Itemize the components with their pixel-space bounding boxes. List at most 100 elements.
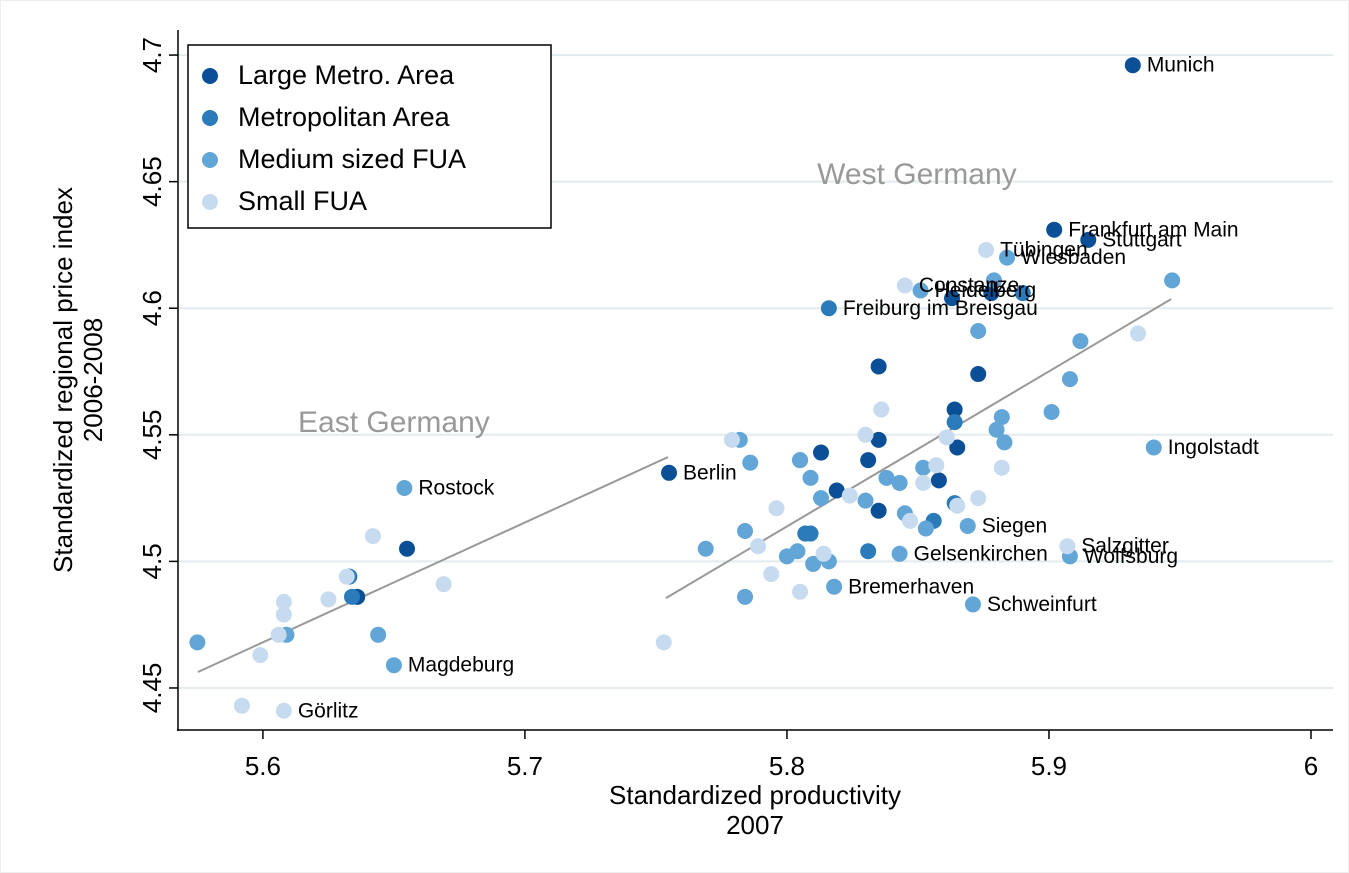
legend-label: Large Metro. Area <box>238 60 455 90</box>
point-label: Wolfsburg <box>1084 545 1178 568</box>
point-label: Gelsenkirchen <box>914 542 1048 565</box>
point <box>1014 285 1031 302</box>
y-axis-title: Standardized regional price index <box>48 187 78 573</box>
point <box>993 409 1010 426</box>
legend-marker <box>202 110 218 126</box>
point <box>993 459 1010 476</box>
point <box>233 697 250 714</box>
point <box>988 421 1005 438</box>
marks <box>189 57 1181 719</box>
point <box>857 492 874 509</box>
point <box>949 497 966 514</box>
point <box>1043 404 1060 421</box>
point <box>983 285 1000 302</box>
y-tick-label: 4.7 <box>137 37 167 73</box>
point-label: Frankfurt am Main <box>1068 218 1238 241</box>
legend-marker <box>202 68 218 84</box>
point <box>792 452 809 469</box>
point <box>978 242 995 258</box>
point <box>789 543 806 560</box>
point-label: Bremerhaven <box>848 575 974 598</box>
point <box>860 452 877 469</box>
point <box>813 490 830 507</box>
x-axis-title: 2007 <box>726 810 784 840</box>
point <box>826 578 843 595</box>
point <box>750 538 767 555</box>
point-label: Schweinfurt <box>987 593 1097 616</box>
point <box>338 568 355 585</box>
point <box>1061 371 1078 388</box>
point <box>399 540 416 557</box>
point <box>805 555 822 572</box>
point <box>970 490 987 507</box>
point <box>813 444 830 461</box>
point <box>435 576 452 593</box>
x-tick-label: 5.8 <box>769 751 805 781</box>
point-label: Wiesbaden <box>1021 246 1126 269</box>
point <box>763 566 780 583</box>
point <box>964 596 981 613</box>
point <box>959 517 976 534</box>
point <box>723 431 740 448</box>
point <box>996 434 1013 451</box>
y-axis-title: 2006-2008 <box>78 318 108 442</box>
point-label: Heidelberg <box>935 279 1037 302</box>
point <box>912 282 929 299</box>
point <box>896 277 913 294</box>
y-tick-label: 4.65 <box>137 156 167 207</box>
point-label: Rostock <box>418 477 494 500</box>
point <box>841 487 858 504</box>
point <box>1072 333 1089 350</box>
point <box>189 634 206 651</box>
point <box>944 290 961 307</box>
legend-label: Metropolitan Area <box>238 102 451 132</box>
point <box>802 469 819 486</box>
legend: Large Metro. Area Metropolitan Area Medium… <box>187 44 552 229</box>
legend-marker <box>202 194 218 210</box>
point <box>949 439 966 456</box>
point-label: Berlin <box>683 461 737 484</box>
point <box>1124 57 1141 74</box>
point <box>815 545 832 562</box>
point <box>385 657 402 674</box>
point-label: Munich <box>1147 54 1215 77</box>
point <box>857 426 874 443</box>
legend-box <box>187 44 552 229</box>
point <box>270 626 287 643</box>
point <box>737 523 754 540</box>
y-tick-label: 4.45 <box>137 663 167 714</box>
x-tick-label: 5.6 <box>245 751 281 781</box>
point <box>938 429 955 446</box>
point <box>364 528 381 545</box>
point <box>930 472 947 489</box>
point <box>802 525 819 542</box>
point-label: Ingolstadt <box>1168 436 1259 459</box>
point <box>915 459 932 476</box>
point <box>878 469 895 486</box>
point <box>946 401 963 418</box>
point <box>902 512 919 529</box>
point <box>697 540 714 557</box>
region-label: East Germany <box>298 406 490 439</box>
point <box>275 593 292 610</box>
point <box>891 545 908 562</box>
point <box>917 520 934 537</box>
point-label: Stuttgart <box>1102 228 1182 251</box>
region-label: West Germany <box>817 158 1017 191</box>
point <box>742 454 759 471</box>
point-label: Siegen <box>982 514 1047 537</box>
legend-label: Medium sized FUA <box>238 144 466 174</box>
point-label: Tübingen <box>1000 239 1088 262</box>
point <box>320 591 337 608</box>
point <box>999 249 1016 266</box>
point <box>343 588 360 605</box>
point <box>768 500 785 517</box>
point <box>870 431 887 448</box>
point <box>1130 325 1147 342</box>
point <box>655 634 672 651</box>
y-tick-label: 4.5 <box>137 543 167 579</box>
point <box>737 588 754 605</box>
point <box>820 300 837 317</box>
legend-marker <box>202 152 218 168</box>
